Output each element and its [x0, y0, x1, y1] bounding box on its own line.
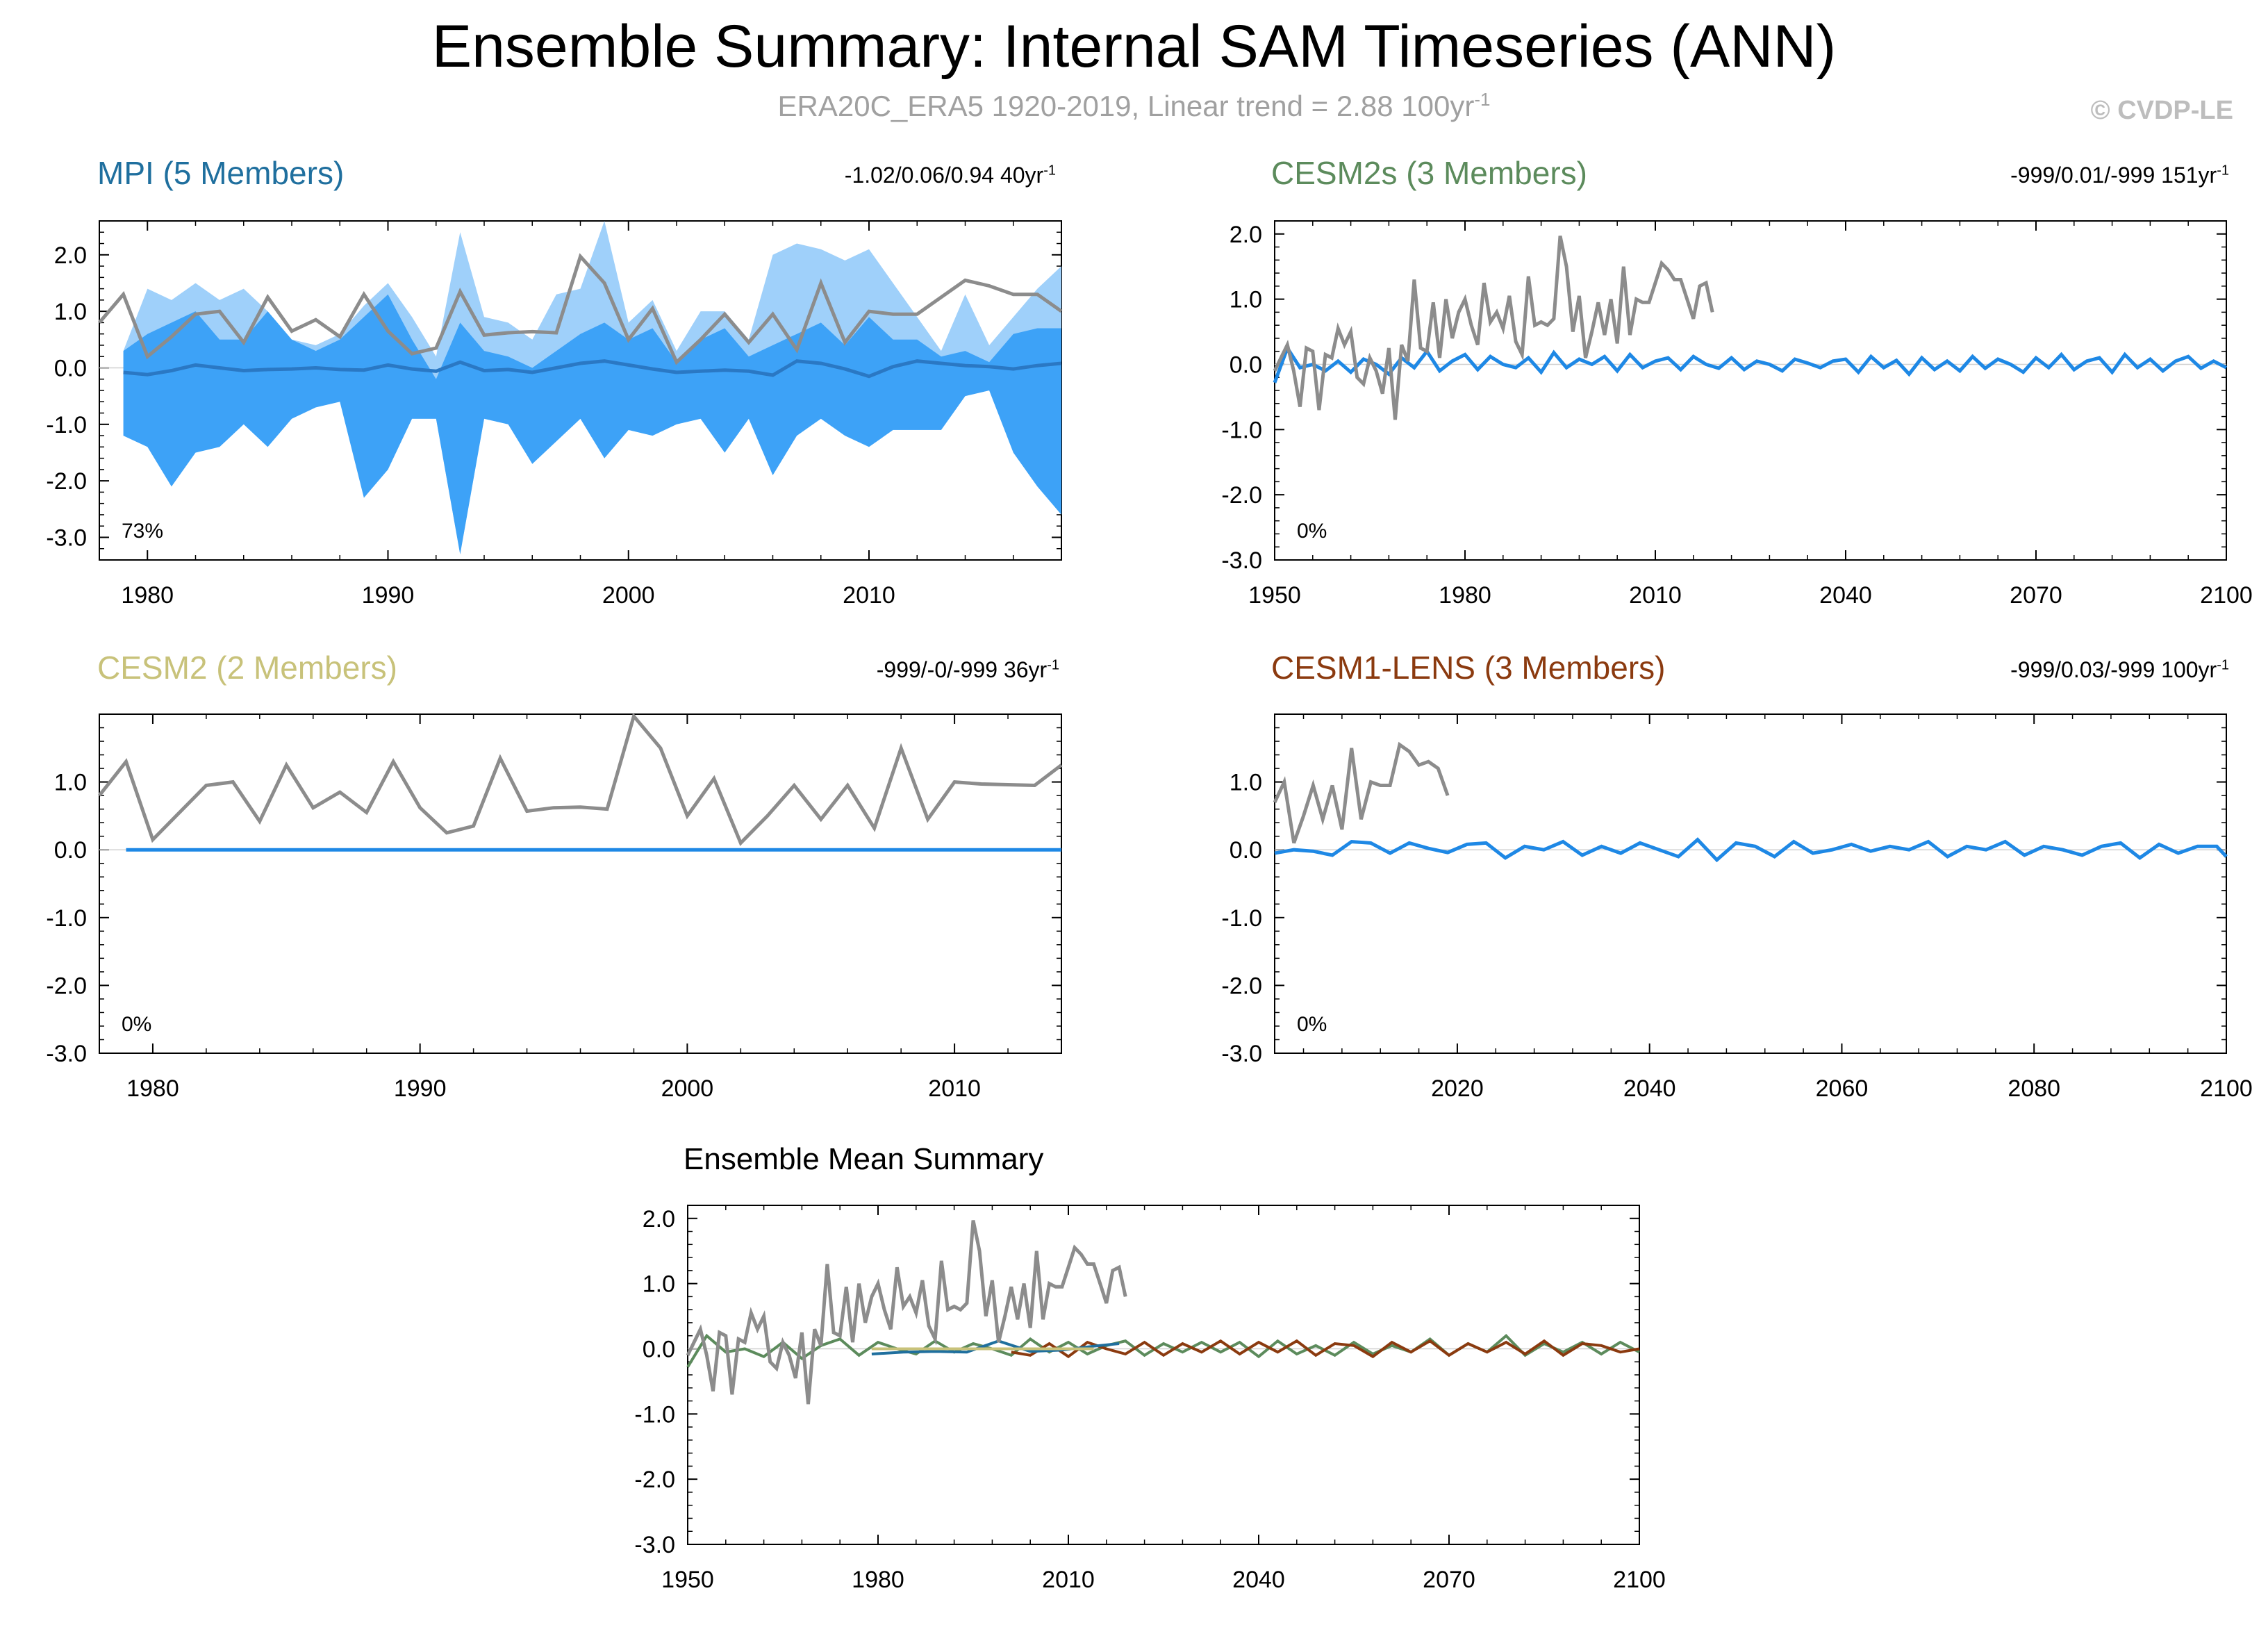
mpi-stats-sup: -1 — [1043, 163, 1056, 179]
cesm2s-xtick-label: 2070 — [2010, 582, 2062, 609]
mpi-xtick-label: 2000 — [602, 582, 655, 609]
subtitle-text: ERA20C_ERA5 1920-2019, Linear trend = 2.… — [777, 90, 1475, 122]
ensmean-xtick-label: 2100 — [1613, 1567, 1666, 1593]
cesm2-percent-label: 0% — [122, 1013, 151, 1036]
ensmean-plot-frame — [687, 1205, 1640, 1545]
lens-ytick-label: 0.0 — [1230, 837, 1262, 864]
ensmean-ytick-label: -3.0 — [634, 1532, 675, 1558]
cesm2s-xtick-label: 1980 — [1439, 582, 1491, 609]
ensmean-xtick-label: 2040 — [1232, 1567, 1285, 1593]
lens-xtick-label: 2060 — [1816, 1075, 1869, 1102]
cesm2-plot-frame — [99, 713, 1062, 1054]
lens-observed-line — [1273, 741, 1450, 844]
cesm2-panel-title: CESM2 (2 Members) — [97, 650, 397, 686]
cesm2-ytick-label: 0.0 — [54, 837, 87, 864]
ensmean-axes: 2.0 1.0 0.0 -1.0 -2.0 -3.0 1950 1980 2010 2040 207… — [634, 1205, 1666, 1593]
mpi-xtick-label: 2010 — [843, 582, 895, 609]
cesm2s-xtick-label: 2010 — [1629, 582, 1682, 609]
cesm2-ytick-label: -3.0 — [46, 1041, 87, 1067]
mpi-ytick-label: 1.0 — [54, 299, 87, 325]
cesm2s-ytick-label: 1.0 — [1230, 287, 1262, 313]
cesm2s-xtick-label: 2100 — [2200, 582, 2253, 609]
cesm2s-ytick-label: -3.0 — [1221, 547, 1262, 574]
mpi-ytick-label: 0.0 — [54, 355, 87, 381]
cesm2s-ytick-label: 0.0 — [1230, 352, 1262, 378]
copyright-label: © CVDP-LE — [2090, 96, 2233, 125]
mpi-xtick-label: 1980 — [121, 582, 174, 609]
cesm2-xtick-label: 1980 — [126, 1075, 179, 1102]
page-subtitle: ERA20C_ERA5 1920-2019, Linear trend = 2.… — [0, 89, 2268, 123]
cesm2s-panel-stats: -999/0.01/-999 151yr-1 — [2010, 163, 2229, 188]
page-title: Ensemble Summary: Internal SAM Timeserie… — [431, 13, 1837, 80]
cesm2s-plot-frame — [1274, 220, 2227, 561]
ensmean-panel-title: Ensemble Mean Summary — [684, 1142, 1044, 1176]
lens-xtick-label: 2100 — [2200, 1075, 2253, 1102]
cesm2-observed-line — [98, 712, 1063, 846]
cesm2-xtick-label: 1990 — [394, 1075, 447, 1102]
cesm2-ytick-label: -1.0 — [46, 905, 87, 932]
lens-ensemble-mean-line — [1274, 837, 2228, 863]
cesm2-xtick-label: 2000 — [661, 1075, 714, 1102]
lens-percent-label: 0% — [1297, 1013, 1327, 1036]
cesm2-ytick-label: 1.0 — [54, 770, 87, 796]
mpi-observed-line — [98, 253, 1063, 365]
mpi-xtick-label: 1990 — [362, 582, 415, 609]
ensmean-xtick-label: 1950 — [661, 1567, 714, 1593]
mpi-percent-label: 73% — [122, 520, 163, 543]
ensmean-cesm2s-line — [686, 1333, 1640, 1368]
cesm2s-panel-title: CESM2s (3 Members) — [1271, 155, 1587, 191]
lens-panel-title: CESM1-LENS (3 Members) — [1271, 650, 1666, 686]
ensmean-xtick-label: 2010 — [1042, 1567, 1095, 1593]
cesm2s-axes: 2.0 1.0 0.0 -1.0 -2.0 -3.0 1950 1980 2010 2040 207… — [1221, 220, 2253, 609]
cesm2s-ytick-label: 2.0 — [1230, 222, 1262, 248]
lens-ytick-label: 1.0 — [1230, 770, 1262, 796]
mpi-ytick-label: -3.0 — [46, 525, 87, 551]
mpi-inner-spread — [123, 294, 1062, 554]
cesm2s-stats-sup: -1 — [2217, 163, 2229, 179]
cesm2s-percent-label: 0% — [1297, 520, 1327, 543]
lens-ytick-label: -3.0 — [1221, 1041, 1262, 1067]
cesm2s-stats-text: -999/0.01/-999 151yr — [2010, 163, 2217, 188]
lens-stats-text: -999/0.03/-999 100yr — [2010, 657, 2217, 682]
cesm2-stats-text: -999/-0/-999 36yr — [876, 657, 1048, 682]
lens-xtick-label: 2040 — [1623, 1075, 1676, 1102]
ensmean-ytick-label: 0.0 — [643, 1336, 675, 1362]
mpi-panel-stats: -1.02/0.06/0.94 40yr-1 — [845, 163, 1056, 188]
ensmean-xtick-label: 1980 — [852, 1567, 904, 1593]
ensmean-xtick-label: 2070 — [1423, 1567, 1475, 1593]
lens-axes: 1.0 0.0 -1.0 -2.0 -3.0 2020 2040 2060 2080 2100 — [1221, 713, 2253, 1102]
mpi-ensemble-mean-line — [123, 359, 1062, 379]
mpi-stats-text: -1.02/0.06/0.94 40yr — [844, 163, 1044, 188]
ensmean-observed-line — [686, 1220, 1127, 1405]
lens-panel-stats: -999/0.03/-999 100yr-1 — [2010, 657, 2229, 683]
cesm2-panel-stats: -999/-0/-999 36yr-1 — [877, 657, 1059, 683]
mpi-panel-title: MPI (5 Members) — [97, 155, 345, 191]
mpi-ytick-label: -1.0 — [46, 412, 87, 438]
mpi-ytick-label: 2.0 — [54, 242, 87, 269]
cesm2s-ensemble-mean-line — [1273, 344, 2228, 383]
cesm2s-observed-line — [1273, 236, 1714, 420]
ensmean-ytick-label: -1.0 — [634, 1401, 675, 1428]
lens-xtick-label: 2020 — [1431, 1075, 1484, 1102]
ensmean-lens-line — [1011, 1339, 1640, 1359]
lens-ytick-label: -1.0 — [1221, 905, 1262, 932]
cesm2s-ytick-label: -1.0 — [1221, 417, 1262, 443]
lens-ytick-label: -2.0 — [1221, 973, 1262, 999]
mpi-ytick-label: -2.0 — [46, 468, 87, 495]
lens-stats-sup: -1 — [2217, 657, 2229, 673]
ensmean-ytick-label: -2.0 — [634, 1467, 675, 1493]
lens-xtick-label: 2080 — [2008, 1075, 2060, 1102]
cesm2s-ytick-label: -2.0 — [1221, 482, 1262, 509]
ensmean-ytick-label: 2.0 — [643, 1206, 675, 1232]
cesm2-xtick-label: 2010 — [928, 1075, 981, 1102]
cesm2s-xtick-label: 2040 — [1819, 582, 1872, 609]
subtitle-sup: -1 — [1474, 89, 1491, 110]
cesm2-ytick-label: -2.0 — [46, 973, 87, 999]
ensmean-ytick-label: 1.0 — [643, 1271, 675, 1298]
cesm2s-xtick-label: 1950 — [1248, 582, 1301, 609]
lens-plot-frame — [1274, 713, 2227, 1054]
cesm2-stats-sup: -1 — [1047, 657, 1059, 673]
